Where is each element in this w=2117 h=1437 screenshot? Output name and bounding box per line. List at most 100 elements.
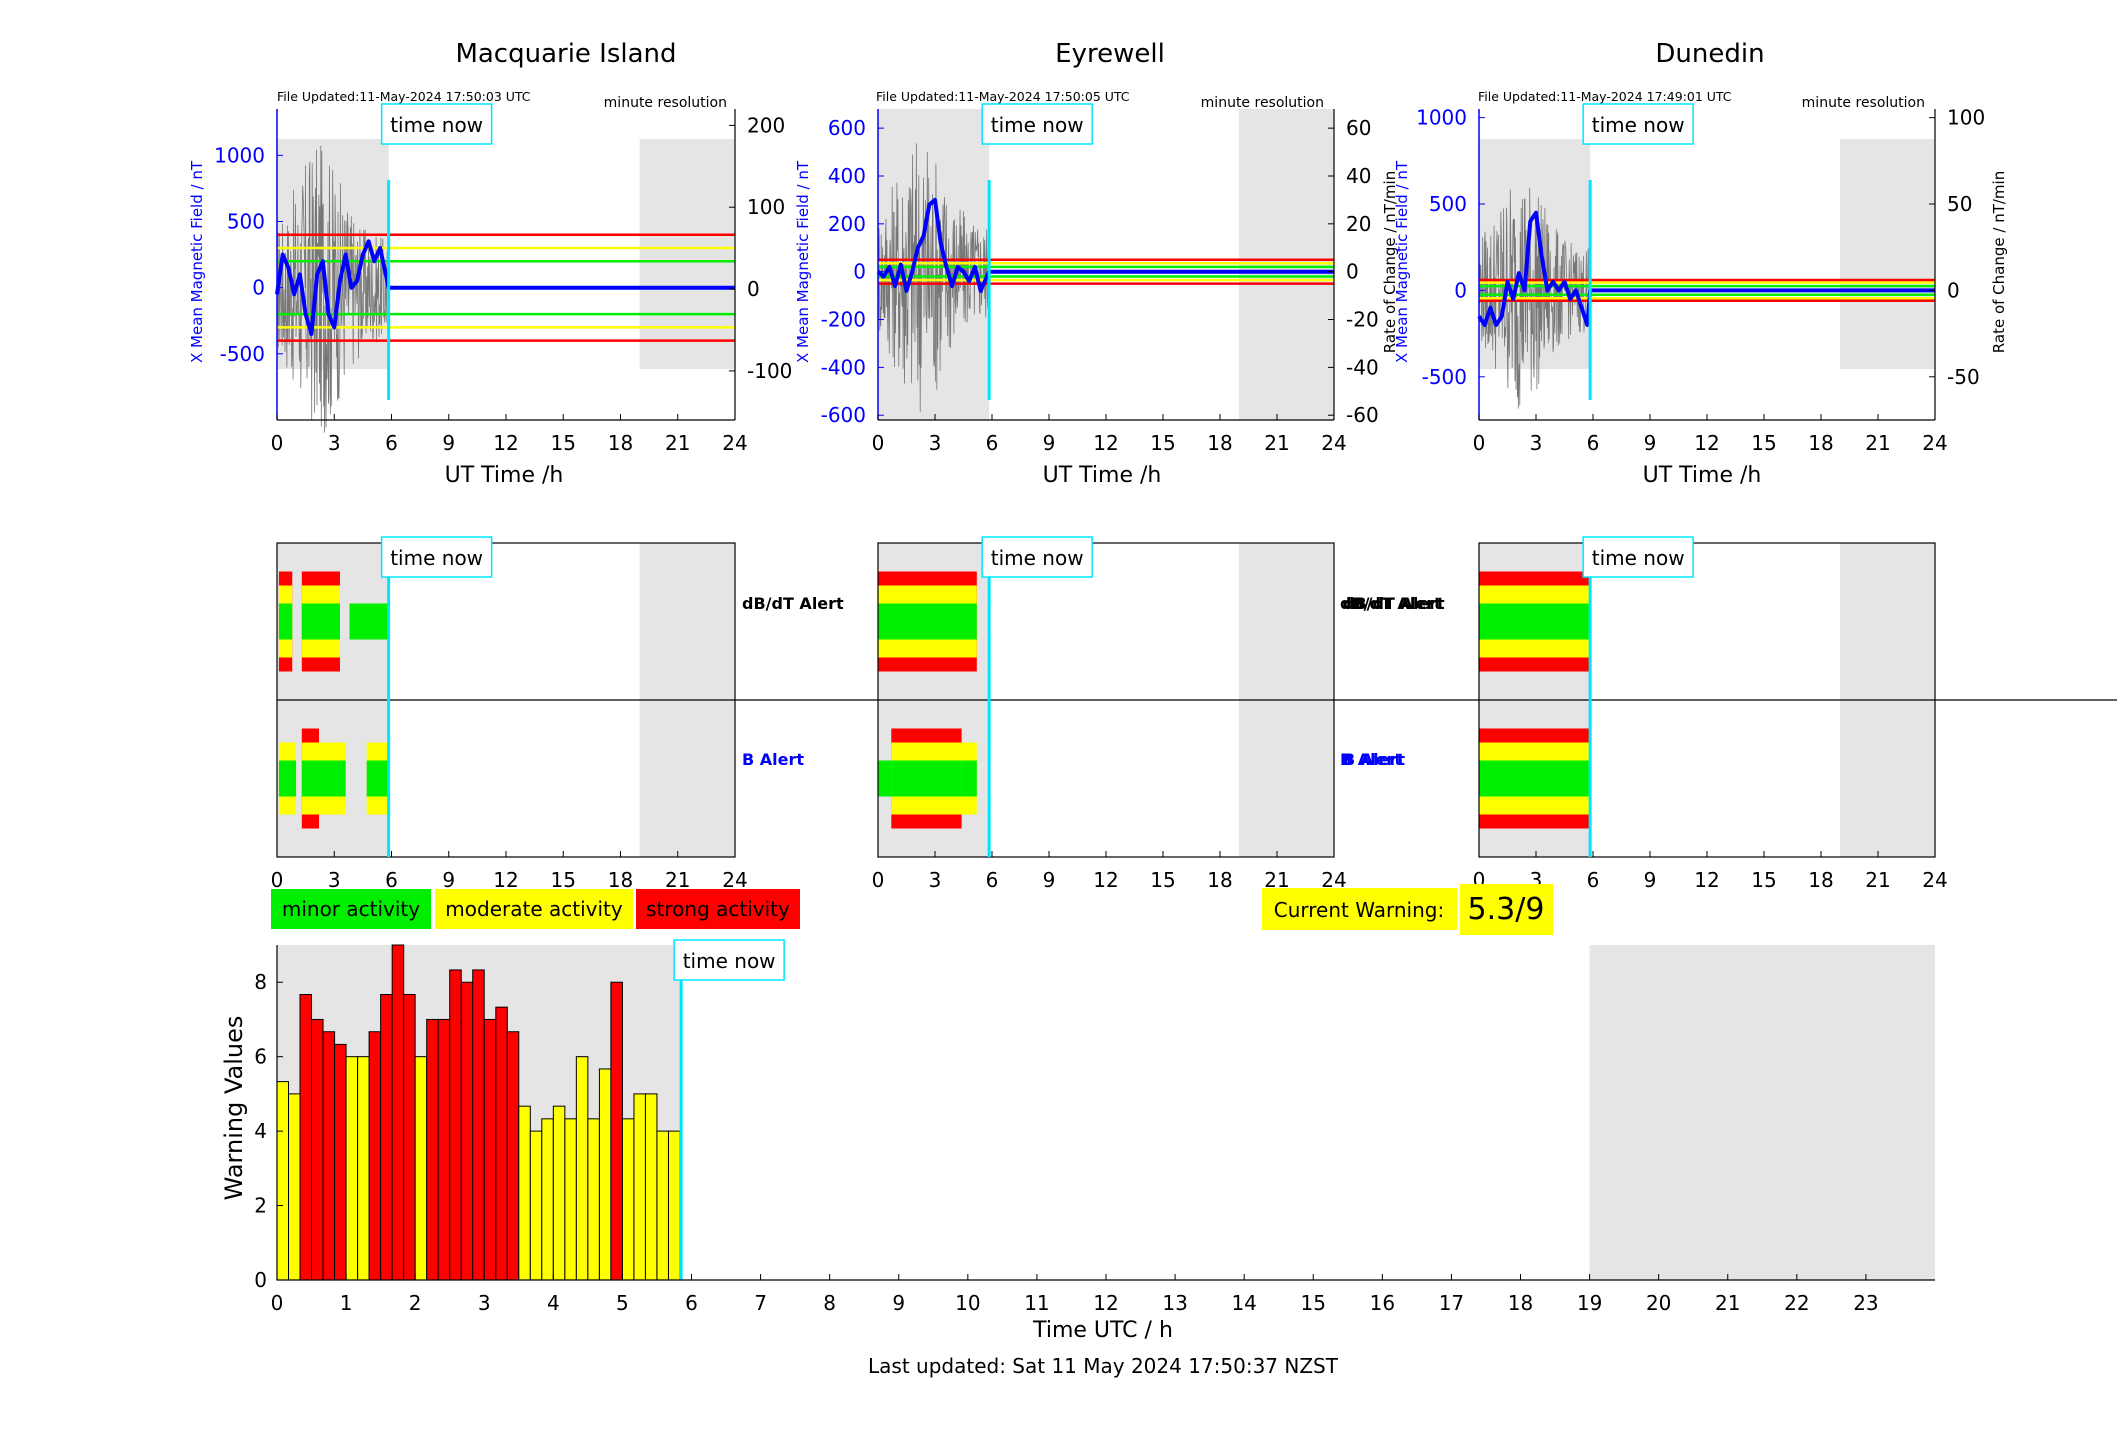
x-tick-label: 21 xyxy=(1264,431,1289,455)
x-tick-label: 3 xyxy=(1530,431,1543,455)
y-tick-label-right: -60 xyxy=(1346,403,1379,427)
warning-bar xyxy=(598,1068,612,1281)
x-tick-label: 3 xyxy=(328,431,341,455)
warning-bar xyxy=(334,1043,347,1281)
warning-bar xyxy=(541,1118,554,1281)
x-tick-label: 12 xyxy=(1694,431,1719,455)
x-tick-label: 24 xyxy=(1922,431,1947,455)
warning-bar xyxy=(506,1031,520,1281)
b-alert-green-0 xyxy=(1479,760,1591,797)
b-alert-green-3 xyxy=(366,760,388,797)
dbdt-alert-label-macquarie: dB/dT Alert xyxy=(742,594,844,613)
y-tick-label-left: 200 xyxy=(828,212,866,236)
mag-panel-macquarie: File Updated:11-May-2024 17:50:03 UTC mi… xyxy=(188,89,792,488)
bar-x-tick-label: 21 xyxy=(1715,1291,1740,1315)
ylabel-left-eyrewell: X Mean Magnetic Field / nT xyxy=(794,160,812,363)
warning-bar xyxy=(311,1018,324,1281)
y-tick-label-left: 500 xyxy=(1429,192,1467,216)
warning-bar xyxy=(495,1006,508,1281)
y-tick-label-right: 60 xyxy=(1346,116,1371,140)
x-tick-label: 0 xyxy=(872,431,885,455)
dbdt-alert-green-0 xyxy=(278,603,293,640)
bar-x-tick-label: 11 xyxy=(1024,1291,1049,1315)
legend-label-strong: strong activity xyxy=(646,897,790,921)
alert-panel-macquarie: time now 0 3 6 9 12 15 18 21 24 dB/dT Alert B Ale… xyxy=(271,536,935,892)
warning-bar xyxy=(357,1056,370,1281)
b-alert-label-eyrewell: B Alert xyxy=(1340,750,1402,769)
alert-x-tick-label: 18 xyxy=(608,868,633,892)
current-warning: Current Warning: 5.3/9 xyxy=(1262,884,1553,935)
bar-y-tick-label: 6 xyxy=(254,1045,267,1069)
y-tick-label-right: 20 xyxy=(1346,212,1371,236)
warning-bar xyxy=(621,1118,635,1281)
bar-x-tick-label: 1 xyxy=(340,1291,353,1315)
mag-plot-macquarie: time now -500 0 500 1000 -100 0 100 200 0 3 6 9 12 15 1… xyxy=(214,103,792,455)
y-tick-label-left: -500 xyxy=(1422,365,1467,389)
x-tick-label: 18 xyxy=(1207,431,1232,455)
legend-label-moderate: moderate activity xyxy=(445,897,623,921)
alert-x-tick-label: 24 xyxy=(722,868,747,892)
y-tick-label-right: 100 xyxy=(747,195,785,219)
warning-bar xyxy=(322,1031,336,1281)
warning-bar xyxy=(633,1093,646,1281)
legend-swatch-minor xyxy=(271,889,431,929)
ylabel-left-dunedin: X Mean Magnetic Field / nT xyxy=(1393,160,1411,363)
y-tick-label-left: 400 xyxy=(828,164,866,188)
y-tick-label-left: 0 xyxy=(1454,278,1467,302)
current-warning-box xyxy=(1262,888,1457,930)
alert-x-tick-label: 18 xyxy=(1808,868,1833,892)
y-tick-label-right: 100 xyxy=(1947,106,1985,130)
ylabel-right-dunedin: Rate of Change / nT/min xyxy=(1990,171,2008,353)
y-tick-label-left: -400 xyxy=(821,355,866,379)
bar-chart-ylabel: Warning Values xyxy=(220,1016,248,1201)
bar-x-tick-label: 7 xyxy=(754,1291,767,1315)
y-tick-label-left: 1000 xyxy=(214,143,265,167)
alert-time-now-box xyxy=(1582,536,1694,578)
warning-bar xyxy=(610,981,623,1281)
warning-bar xyxy=(667,1130,681,1281)
dbdt-alert-green-0 xyxy=(1479,603,1591,640)
warning-bar xyxy=(564,1118,577,1281)
night-shading-1 xyxy=(639,139,735,370)
warning-bar xyxy=(518,1105,531,1281)
bar-x-tick-label: 5 xyxy=(616,1291,629,1315)
bar-x-tick-label: 8 xyxy=(823,1291,836,1315)
x-tick-label: 3 xyxy=(929,431,942,455)
mag-panel-eyrewell: File Updated:11-May-2024 17:50:05 UTC mi… xyxy=(794,89,1399,488)
rate-of-change-trace xyxy=(878,143,990,413)
alert-x-tick-label: 3 xyxy=(328,868,341,892)
ylabel-left-macquarie: X Mean Magnetic Field / nT xyxy=(188,160,206,363)
alert-x-tick-label: 0 xyxy=(872,868,885,892)
warning-bar xyxy=(368,1031,382,1281)
y-tick-label-right: -40 xyxy=(1346,355,1379,379)
alert-x-tick-label: 15 xyxy=(1150,868,1175,892)
mag-plot-eyrewell: time now-600-400-2000200400600-60-40-200… xyxy=(821,103,1379,455)
warning-bar xyxy=(288,1093,301,1281)
alert-x-tick-label: 12 xyxy=(493,868,518,892)
legend-swatch-strong xyxy=(636,889,800,929)
bar-x-tick-label: 4 xyxy=(547,1291,560,1315)
x-tick-label: 6 xyxy=(385,431,398,455)
b-alert-green-0 xyxy=(278,760,297,797)
bar-x-tick-label: 13 xyxy=(1162,1291,1187,1315)
mean-field-trace xyxy=(1477,210,1935,327)
alert-x-tick-label: 9 xyxy=(442,868,455,892)
x-tick-label: 15 xyxy=(551,431,576,455)
alert-x-tick-label: 21 xyxy=(1865,868,1890,892)
y-tick-label-left: -500 xyxy=(220,342,265,366)
legend-swatch-moderate xyxy=(435,889,633,929)
y-tick-label-left: 0 xyxy=(853,260,866,284)
bar-x-tick-label: 19 xyxy=(1577,1291,1602,1315)
bar-y-tick-label: 0 xyxy=(254,1268,267,1292)
bar-y-tick-label: 4 xyxy=(254,1119,267,1143)
y-tick-label-left: 1000 xyxy=(1416,106,1467,130)
b-alert-green-2 xyxy=(318,760,346,797)
warning-bar xyxy=(575,1056,589,1281)
b-alert-green-1 xyxy=(891,760,962,797)
x-tick-label: 18 xyxy=(1808,431,1833,455)
resolution-label-macquarie: minute resolution xyxy=(604,95,727,111)
